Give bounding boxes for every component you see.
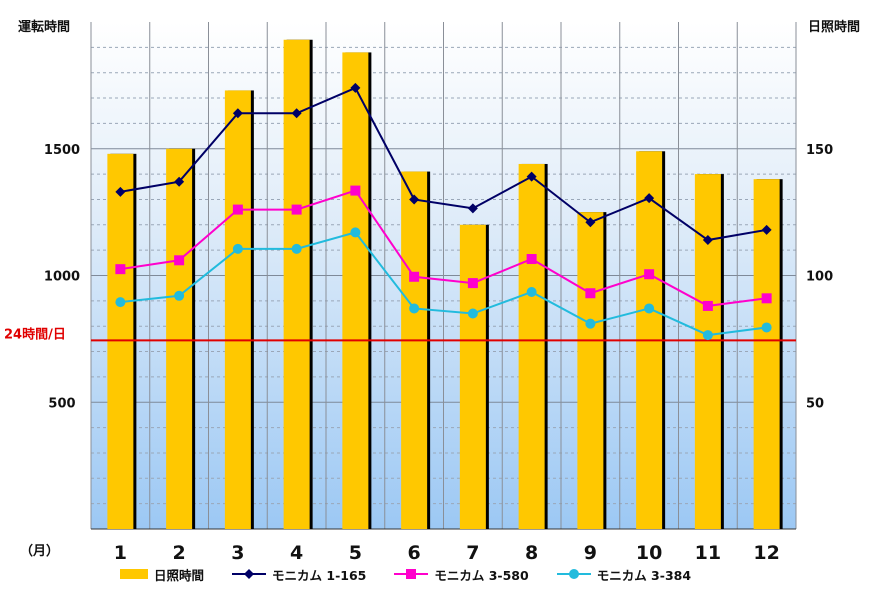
right-tick-label: 50: [806, 396, 824, 411]
bar-sunshine[interactable]: [283, 39, 310, 530]
bar-sunshine[interactable]: [342, 52, 369, 530]
circle-marker-point[interactable]: [585, 318, 596, 329]
legend-item-series-3[interactable]: モニカム 3-384: [556, 565, 692, 584]
bar-sunshine[interactable]: [401, 171, 428, 529]
diamond-marker-point[interactable]: [526, 171, 537, 182]
x-tick-label: 11: [695, 542, 721, 564]
legend-circle-marker-icon: [556, 569, 591, 579]
x-tick-label: 5: [349, 542, 362, 564]
x-tick-label: 2: [173, 542, 186, 564]
legend-square-marker-icon: [394, 569, 429, 579]
diamond-marker-point[interactable]: [174, 176, 185, 187]
square-marker-point[interactable]: [761, 293, 772, 304]
square-marker-point[interactable]: [467, 278, 478, 289]
circle-marker-point[interactable]: [291, 243, 302, 254]
x-unit-label: （月）: [20, 543, 59, 559]
x-tick-label: 12: [753, 542, 779, 564]
bar-sunshine[interactable]: [224, 90, 251, 529]
legend: 日照時間 モニカム 1-165 モニカム 3-580 モニカム 3-384: [120, 563, 719, 585]
circle-marker-point[interactable]: [350, 227, 361, 238]
square-marker-point[interactable]: [409, 271, 420, 282]
circle-marker-point[interactable]: [409, 303, 420, 314]
series-line-1[interactable]: [120, 86, 767, 242]
right-tick-label: 150: [806, 143, 833, 158]
x-tick-label: 10: [636, 542, 662, 564]
x-tick-label: 7: [466, 542, 479, 564]
square-marker-point[interactable]: [526, 254, 537, 265]
legend-label: モニカム 3-384: [596, 567, 692, 583]
square-marker-point[interactable]: [174, 255, 185, 266]
series-line-2[interactable]: [120, 189, 767, 307]
legend-item-series-2[interactable]: モニカム 3-580: [394, 565, 529, 584]
circle-marker-point[interactable]: [644, 303, 655, 314]
reference-line-label: 24時間/日: [4, 326, 66, 342]
x-tick-label: 9: [584, 542, 597, 564]
x-tick-label: 8: [525, 542, 538, 564]
x-tick-label: 4: [290, 542, 303, 564]
series-line-3[interactable]: [120, 231, 767, 337]
left-tick-label: 1500: [44, 143, 80, 158]
square-marker-point[interactable]: [585, 288, 596, 299]
left-tick-label: 1000: [44, 270, 80, 285]
diamond-marker-point[interactable]: [115, 186, 126, 197]
right-axis-title: 日照時間: [808, 20, 861, 35]
right-tick-label: 100: [806, 270, 833, 285]
circle-marker-point[interactable]: [115, 297, 126, 308]
square-marker-point[interactable]: [291, 204, 302, 215]
diamond-marker-point[interactable]: [761, 224, 772, 235]
bar-sunshine[interactable]: [577, 212, 604, 529]
bar-sunshine[interactable]: [753, 179, 780, 530]
square-marker-point[interactable]: [644, 269, 655, 280]
diamond-marker-point[interactable]: [467, 203, 478, 214]
square-marker-point[interactable]: [702, 300, 713, 311]
circle-marker-point[interactable]: [761, 322, 772, 333]
circle-marker-point[interactable]: [232, 243, 243, 254]
square-marker-point[interactable]: [232, 204, 243, 215]
diamond-marker-point[interactable]: [585, 217, 596, 228]
circle-marker-point[interactable]: [174, 290, 185, 301]
diamond-marker-point[interactable]: [350, 82, 361, 93]
legend-label: 日照時間: [154, 567, 205, 583]
legend-item-series-1[interactable]: モニカム 1-165: [232, 565, 366, 584]
diamond-marker-point[interactable]: [232, 108, 243, 119]
legend-item-sunshine[interactable]: 日照時間: [120, 565, 204, 584]
legend-label: モニカム 3-580: [434, 567, 529, 583]
bar-sunshine[interactable]: [166, 148, 193, 529]
square-marker-point[interactable]: [115, 264, 126, 275]
legend-bar-swatch: [120, 569, 148, 579]
diamond-marker-point[interactable]: [702, 235, 713, 246]
left-axis-title: 運転時間: [18, 20, 71, 35]
circle-marker-point[interactable]: [526, 286, 537, 297]
circle-marker-point[interactable]: [467, 308, 478, 319]
x-tick-label: 1: [114, 542, 127, 564]
diamond-marker-point[interactable]: [291, 108, 302, 119]
bar-sunshine[interactable]: [107, 153, 134, 529]
legend-label: モニカム 1-165: [272, 567, 367, 583]
bar-sunshine[interactable]: [459, 224, 486, 530]
bar-sunshine[interactable]: [694, 174, 721, 529]
x-tick-label: 3: [231, 542, 244, 564]
diamond-marker-point[interactable]: [409, 194, 420, 205]
circle-marker-point[interactable]: [702, 330, 713, 341]
square-marker-point[interactable]: [350, 185, 361, 196]
diamond-marker-point[interactable]: [644, 193, 655, 204]
x-tick-label: 6: [408, 542, 421, 564]
bar-sunshine[interactable]: [518, 163, 545, 529]
left-tick-label: 500: [48, 396, 75, 411]
legend-diamond-marker-icon: [232, 569, 267, 579]
